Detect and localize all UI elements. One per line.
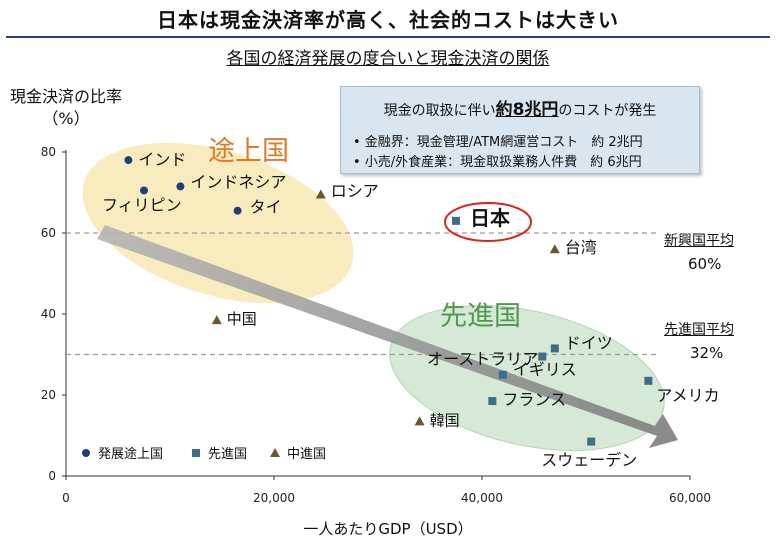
y-axis-label-line1: 現金決済の比率: [10, 87, 123, 106]
legend-label-advanced: 先進国: [208, 447, 247, 462]
legend-label-emerging: 中進国: [287, 447, 326, 462]
y-tick-label: 80: [41, 145, 56, 159]
group-label-developing: 途上国: [208, 136, 289, 167]
group-label-advanced: 先進国: [440, 301, 521, 332]
headline: 日本は現金決済率が高く、社会的コストは大きい: [157, 8, 619, 32]
point-フランス-marker: [488, 397, 497, 406]
point-インドネシア-label: インドネシア: [190, 172, 286, 191]
x-tick-label: 20,000: [253, 491, 295, 505]
point-アメリカ-marker: [644, 376, 653, 385]
legend-marker-emerging: [270, 448, 280, 457]
point-アメリカ-label: アメリカ: [656, 386, 719, 405]
callout-title-after: のコストが発生: [558, 103, 657, 119]
point-イギリス-marker: [498, 370, 507, 379]
point-ロシア-marker: [315, 189, 326, 199]
point-オーストラリア-marker: [538, 352, 547, 361]
point-ドイツ-label: ドイツ: [565, 333, 613, 352]
point-スウェーデン-marker: [587, 437, 596, 446]
legend-label-developing: 発展途上国: [98, 446, 163, 462]
point-ドイツ-marker: [550, 344, 559, 353]
emerging-average-label: 新興国平均: [664, 233, 734, 249]
emerging-average-value: 60%: [688, 255, 722, 273]
point-インド-label: インド: [138, 150, 186, 169]
point-インドネシア-marker: [176, 182, 185, 191]
point-台湾-label: 台湾: [565, 238, 597, 257]
x-tick-label: 0: [62, 491, 70, 505]
cost-callout-box: 現金の取扱に伴い約8兆円のコストが発生 • 金融界：現金管理/ATM網運営コスト…: [340, 86, 700, 174]
x-tick-label: 60,000: [669, 491, 711, 505]
point-フィリピン-marker: [140, 186, 148, 195]
point-スウェーデン-label: スウェーデン: [541, 451, 637, 470]
japan-highlight-ring: [444, 202, 532, 242]
title-divider: [6, 36, 770, 38]
legend-marker-advanced: [192, 449, 200, 457]
point-台湾-marker: [549, 244, 560, 254]
point-日本-label: 日本: [470, 206, 510, 230]
point-日本-marker: [452, 216, 460, 225]
callout-title: 現金の取扱に伴い約8兆円のコストが発生: [341, 95, 699, 120]
callout-line-retail: • 小売/外食産業：現金取扱業務人件費 約 6兆円: [353, 155, 642, 170]
point-イギリス-label: イギリス: [513, 360, 577, 379]
x-axis-label: 一人あたりGDP（USD）: [303, 520, 473, 538]
callout-title-emphasis: 約8兆円: [495, 100, 559, 120]
point-韓国-label: 韓国: [430, 411, 460, 429]
point-ロシア-label: ロシア: [331, 182, 379, 201]
subtitle: 各国の経済発展の度合いと現金決済の関係: [226, 49, 550, 69]
y-tick-label: 20: [41, 388, 56, 402]
point-タイ-marker: [233, 206, 242, 215]
y-tick-label: 0: [48, 469, 56, 483]
y-axis-label: 現金決済の比率 （%）: [10, 86, 122, 130]
advanced-average-value: 32%: [690, 344, 724, 362]
callout-title-before: 現金の取扱に伴い: [383, 103, 496, 119]
point-フランス-label: フランス: [502, 390, 566, 409]
point-中国-label: 中国: [227, 310, 257, 328]
x-tick-label: 40,000: [461, 491, 503, 505]
advanced-average-label: 先進国平均: [664, 322, 734, 338]
y-tick-label: 60: [41, 226, 56, 240]
callout-line-finance: • 金融界：現金管理/ATM網運営コスト 約 2兆円: [353, 135, 643, 150]
point-韓国-marker: [414, 416, 425, 426]
y-axis-label-line2: （%）: [42, 109, 90, 128]
point-オーストラリア-label: オーストラリア: [427, 350, 538, 369]
legend-marker-developing: [82, 449, 90, 457]
point-フィリピン-label: フィリピン: [102, 195, 182, 214]
y-tick-label: 40: [41, 307, 56, 321]
point-タイ-label: タイ: [250, 198, 282, 217]
trend-arrow: [97, 225, 678, 448]
developing-group-ellipse: [82, 142, 354, 304]
point-中国-marker: [211, 315, 222, 325]
point-インド-marker: [124, 156, 133, 165]
